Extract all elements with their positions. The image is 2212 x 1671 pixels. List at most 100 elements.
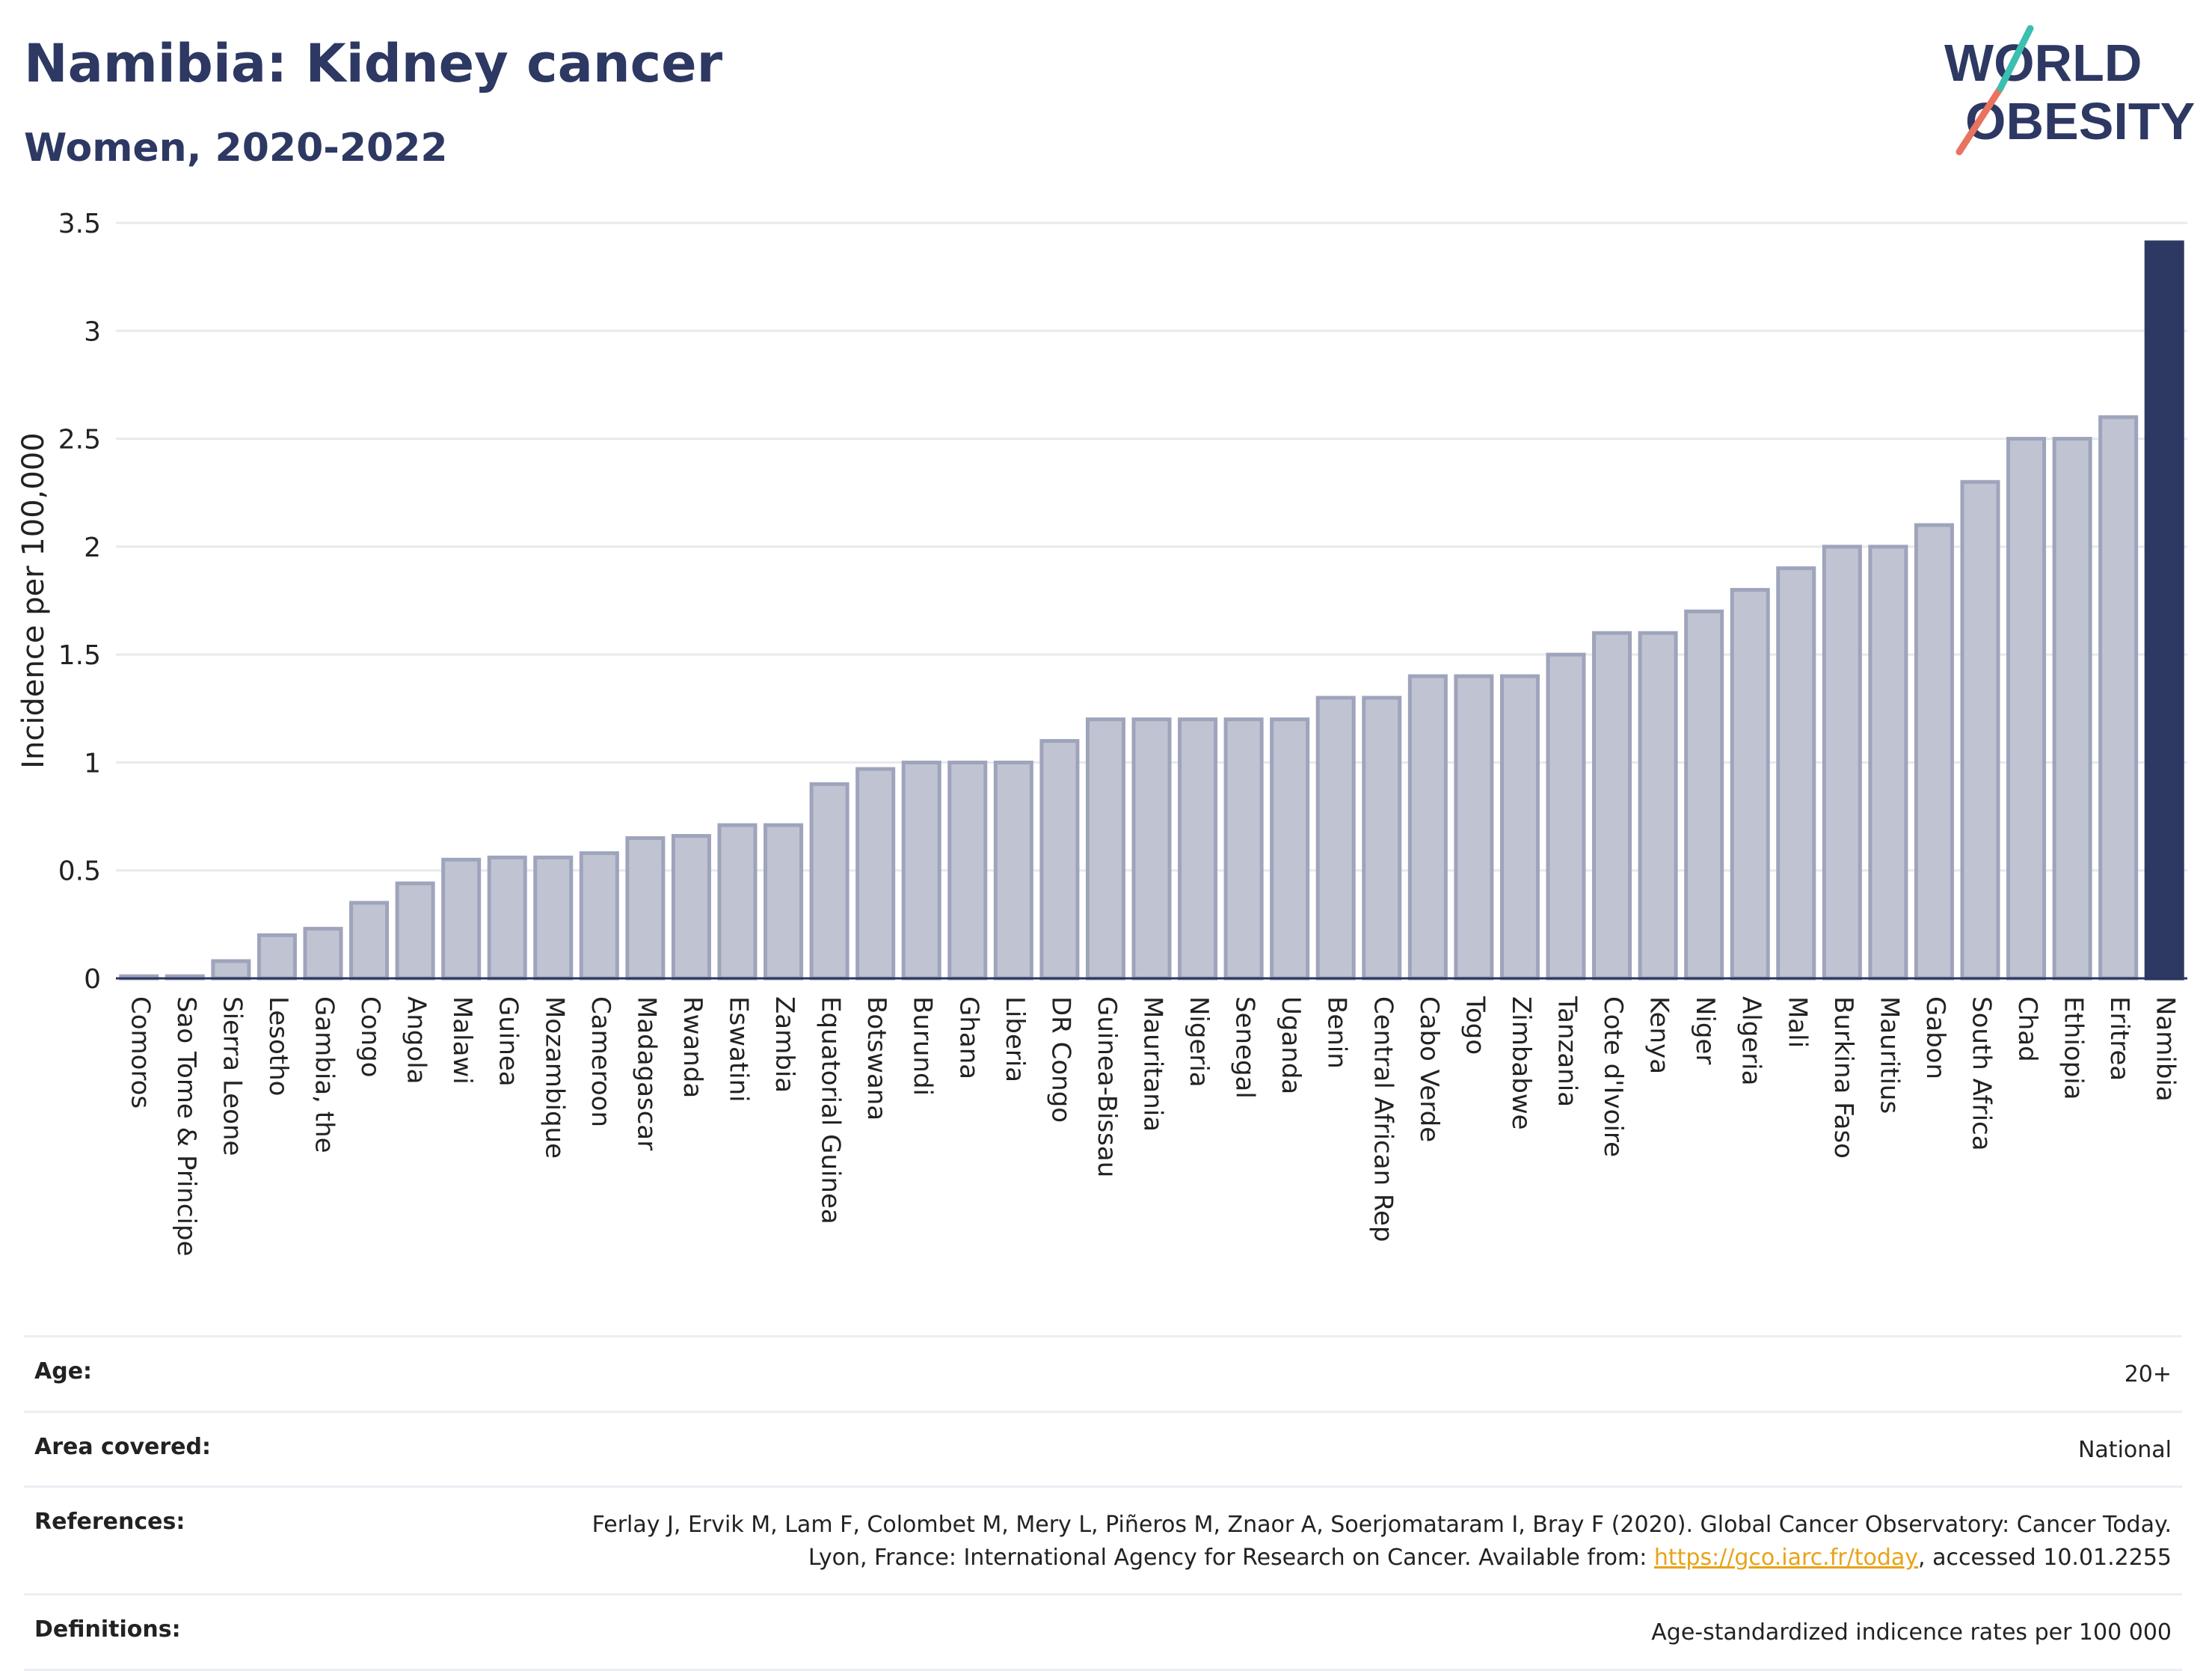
x-tick-label: Cote d'Ivoire xyxy=(1598,996,1628,1157)
info-row-references: References: Ferlay J, Ervik M, Lam F, Co… xyxy=(24,1485,2182,1593)
info-row-definitions: Definitions: Age-standardized indicence … xyxy=(24,1593,2182,1671)
bar-cote-d-ivoire xyxy=(1592,631,1632,981)
references-suffix: , accessed 10.01.2255 xyxy=(1918,1544,2172,1571)
references-label: References: xyxy=(34,1509,185,1535)
bar-chad xyxy=(2006,437,2047,981)
y-axis-label: Incidence per 100,000 xyxy=(16,432,51,769)
logo-line1: WORLD xyxy=(1944,34,2142,92)
x-tick-label: Botswana xyxy=(861,996,891,1120)
x-tick-label: Ghana xyxy=(953,996,983,1079)
page-title: Namibia: Kidney cancer xyxy=(24,33,723,94)
x-tick-label: South Africa xyxy=(1967,996,1997,1151)
x-tick-label: Cabo Verde xyxy=(1414,996,1444,1142)
x-tick-label: Nigeria xyxy=(1184,996,1214,1088)
x-tick-label: Sierra Leone xyxy=(217,996,247,1156)
bar-mozambique xyxy=(533,855,574,981)
x-tick-label: Togo xyxy=(1460,996,1490,1055)
x-tick-label: Central African Rep xyxy=(1368,996,1398,1242)
x-tick-label: Malawi xyxy=(447,996,477,1085)
x-tick-label: Cameroon xyxy=(586,996,615,1127)
bar-burundi xyxy=(901,760,941,981)
x-tick-label: Benin xyxy=(1322,996,1352,1069)
x-tick-label: Algeria xyxy=(1736,996,1766,1085)
y-tick-label: 0 xyxy=(84,964,101,995)
x-axis-labels: Comoros Sao Tome & Principe Sierra Leone Le… xyxy=(125,996,2180,1257)
bar-gambia-the xyxy=(303,927,343,981)
bar-eswatini xyxy=(717,823,758,981)
bar-congo xyxy=(349,901,390,981)
logo-slash-teal xyxy=(1997,25,2034,92)
definitions-label: Definitions: xyxy=(34,1616,181,1643)
bar-mauritius xyxy=(1868,545,1908,981)
bar-ethiopia xyxy=(2052,437,2092,981)
bar-liberia xyxy=(993,760,1033,981)
bar-central-african-rep xyxy=(1362,696,1402,981)
bar-zambia xyxy=(764,823,804,981)
world-obesity-logo: WORLD OBESITY xyxy=(1944,25,2195,156)
area-value: National xyxy=(2077,1436,2172,1463)
x-tick-label: Uganda xyxy=(1276,996,1306,1094)
x-tick-label: Burkina Faso xyxy=(1828,996,1858,1159)
bar-equatorial-guinea xyxy=(809,782,850,981)
bar-zimbabwe xyxy=(1499,674,1540,981)
bar-nigeria xyxy=(1178,717,1218,981)
x-tick-label: Zambia xyxy=(769,996,799,1093)
y-tick-label: 3.5 xyxy=(58,209,101,239)
info-table: Age: 20+ Area covered: National Referenc… xyxy=(24,1335,2182,1671)
bar-malawi xyxy=(441,857,482,981)
x-tick-label: Mali xyxy=(1782,996,1812,1048)
bar-rwanda xyxy=(671,834,711,981)
x-tick-label: Eswatini xyxy=(724,996,754,1103)
x-tick-label: Zimbabwe xyxy=(1506,996,1536,1130)
bar-chart: 0 0.5 1 1.5 2 2.5 3 3.5 Comoros Sao Tome & Princ… xyxy=(16,209,2187,1257)
x-tick-label: Senegal xyxy=(1230,996,1260,1099)
x-tick-label: Eritrea xyxy=(2104,996,2134,1081)
bar-angola xyxy=(395,881,435,981)
bar-namibia xyxy=(2144,240,2184,981)
bar-madagascar xyxy=(625,836,666,981)
x-tick-label: Comoros xyxy=(125,996,155,1109)
bar-botswana xyxy=(855,767,896,981)
x-tick-label: Madagascar xyxy=(631,996,661,1150)
bar-tanzania xyxy=(1546,652,1586,981)
x-tick-label: Mauritius xyxy=(1874,996,1904,1114)
x-tick-label: Gambia, the xyxy=(310,996,340,1153)
bar-uganda xyxy=(1270,717,1310,981)
bar-benin xyxy=(1315,696,1356,981)
bar-eritrea xyxy=(2098,415,2139,981)
area-label: Area covered: xyxy=(34,1433,211,1460)
x-tick-label: Burundi xyxy=(908,996,938,1096)
bar-togo xyxy=(1454,674,1494,981)
x-tick-label: Congo xyxy=(355,996,385,1077)
bar-kenya xyxy=(1638,631,1678,981)
y-tick-label: 0.5 xyxy=(58,856,101,887)
bar-burkina-faso xyxy=(1822,545,1862,981)
bar-algeria xyxy=(1730,588,1770,981)
age-value: 20+ xyxy=(2124,1361,2172,1388)
page-subtitle: Women, 2020-2022 xyxy=(24,126,448,171)
logo-line2: OBESITY xyxy=(1965,92,2195,150)
y-tick-label: 3 xyxy=(84,316,101,347)
references-text: Ferlay J, Ervik M, Lam F, Colombet M, Me… xyxy=(592,1512,2172,1571)
y-tick-label: 2.5 xyxy=(58,425,101,456)
x-tick-label: Kenya xyxy=(1644,996,1674,1074)
definitions-value: Age-standardized indicence rates per 100… xyxy=(1651,1619,2172,1646)
x-tick-label: Rwanda xyxy=(678,996,707,1098)
x-tick-label: Guinea-Bissau xyxy=(1092,996,1122,1177)
bar-dr-congo xyxy=(1039,739,1080,981)
bar-ghana xyxy=(947,760,988,981)
bar-south-africa xyxy=(1960,479,2000,981)
bar-niger xyxy=(1684,609,1724,981)
x-tick-label: Lesotho xyxy=(263,996,293,1096)
y-tick-label: 2 xyxy=(84,533,101,563)
bar-sierra-leone xyxy=(211,959,251,981)
x-tick-label: Equatorial Guinea xyxy=(816,996,846,1224)
x-tick-label: Gabon xyxy=(1920,996,1950,1079)
x-tick-label: Ethiopia xyxy=(2059,996,2089,1100)
bar-senegal xyxy=(1223,717,1264,981)
x-tick-label: Angola xyxy=(402,996,431,1084)
references-link[interactable]: https://gco.iarc.fr/today xyxy=(1653,1544,1919,1571)
x-tick-label: DR Congo xyxy=(1045,996,1075,1123)
bar-lesotho xyxy=(256,933,297,981)
x-tick-label: Liberia xyxy=(1000,996,1030,1082)
